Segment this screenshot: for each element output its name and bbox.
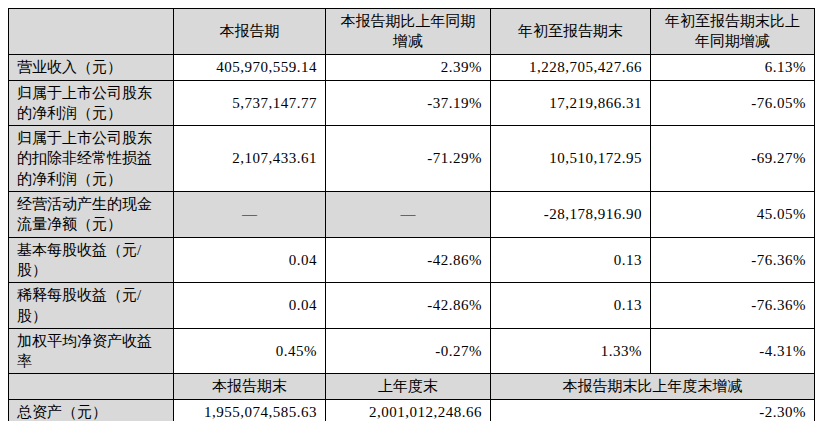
- table-row-diluted-eps: 稀释每股收益（元/股） 0.04 -42.86% 0.13 -76.36%: [9, 283, 815, 329]
- header-corner-cell: [9, 9, 174, 55]
- header-ytd-yoy-change: 年初至报告期末比上年同期增减: [651, 9, 815, 55]
- value-cell: 2,107,433.61: [174, 126, 326, 192]
- header-ytd: 年初至报告期末: [491, 9, 651, 55]
- value-cell: 2,001,012,248.66: [326, 399, 491, 421]
- value-cell: 6.13%: [651, 54, 815, 80]
- row-label-cell: 稀释每股收益（元/股）: [9, 283, 174, 329]
- value-cell: 0.45%: [174, 328, 326, 374]
- row-label-cell: 营业收入（元）: [9, 54, 174, 80]
- value-cell: -76.36%: [651, 237, 815, 283]
- header-end-of-prior-year: 上年度末: [326, 374, 491, 399]
- value-cell: 45.05%: [651, 191, 815, 237]
- value-cell: 1.33%: [491, 328, 651, 374]
- row-label-cell: 总资产（元）: [9, 399, 174, 421]
- value-cell: -76.36%: [651, 283, 815, 329]
- value-cell: -4.31%: [651, 328, 815, 374]
- value-cell: 0.04: [174, 283, 326, 329]
- table-row-operating-cash-flow: 经营活动产生的现金流量净额（元） — — -28,178,916.90 45.0…: [9, 191, 815, 237]
- table-row-operating-revenue: 营业收入（元） 405,970,559.14 2.39% 1,228,705,4…: [9, 54, 815, 80]
- value-cell: 0.13: [491, 237, 651, 283]
- value-cell: 0.13: [491, 283, 651, 329]
- value-cell: 0.04: [174, 237, 326, 283]
- value-cell: -37.19%: [326, 80, 491, 126]
- table-row-net-profit: 归属于上市公司股东的净利润（元） 5,737,147.77 -37.19% 17…: [9, 80, 815, 126]
- row-label-cell: 归属于上市公司股东的扣除非经常性损益的净利润（元）: [9, 126, 174, 192]
- value-cell: 10,510,172.95: [491, 126, 651, 192]
- table-row-weighted-avg-roe: 加权平均净资产收益率 0.45% -0.27% 1.33% -4.31%: [9, 328, 815, 374]
- header-current-period: 本报告期: [174, 9, 326, 55]
- placeholder-dash-cell: —: [326, 191, 491, 237]
- value-cell: -28,178,916.90: [491, 191, 651, 237]
- value-cell: -0.27%: [326, 328, 491, 374]
- placeholder-dash-cell: —: [174, 191, 326, 237]
- row-label-cell: 经营活动产生的现金流量净额（元）: [9, 191, 174, 237]
- value-cell: 17,219,866.31: [491, 80, 651, 126]
- table-row-total-assets: 总资产（元） 1,955,074,585.63 2,001,012,248.66…: [9, 399, 815, 421]
- header-row-yearend: 本报告期末 上年度末 本报告期末比上年度末增减: [9, 374, 815, 399]
- table-row-net-profit-excl-nonrecurring: 归属于上市公司股东的扣除非经常性损益的净利润（元） 2,107,433.61 -…: [9, 126, 815, 192]
- value-cell: 5,737,147.77: [174, 80, 326, 126]
- value-cell: -2.30%: [491, 399, 815, 421]
- header-period-yoy-change: 本报告期比上年同期增减: [326, 9, 491, 55]
- value-cell: 405,970,559.14: [174, 54, 326, 80]
- row-label-cell: 加权平均净资产收益率: [9, 328, 174, 374]
- header-row-period: 本报告期 本报告期比上年同期增减 年初至报告期末 年初至报告期末比上年同期增减: [9, 9, 815, 55]
- table-row-basic-eps: 基本每股收益（元/股） 0.04 -42.86% 0.13 -76.36%: [9, 237, 815, 283]
- header-end-of-period: 本报告期末: [174, 374, 326, 399]
- row-label-cell: 归属于上市公司股东的净利润（元）: [9, 80, 174, 126]
- financial-summary-table: 本报告期 本报告期比上年同期增减 年初至报告期末 年初至报告期末比上年同期增减 …: [8, 8, 815, 421]
- report-page: 本报告期 本报告期比上年同期增减 年初至报告期末 年初至报告期末比上年同期增减 …: [0, 0, 821, 421]
- value-cell: -69.27%: [651, 126, 815, 192]
- value-cell: -76.05%: [651, 80, 815, 126]
- value-cell: 2.39%: [326, 54, 491, 80]
- header-change-vs-prior-yearend: 本报告期末比上年度末增减: [491, 374, 815, 399]
- row-label-cell: 基本每股收益（元/股）: [9, 237, 174, 283]
- header-corner-cell: [9, 374, 174, 399]
- value-cell: 1,228,705,427.66: [491, 54, 651, 80]
- value-cell: -71.29%: [326, 126, 491, 192]
- value-cell: -42.86%: [326, 237, 491, 283]
- value-cell: 1,955,074,585.63: [174, 399, 326, 421]
- value-cell: -42.86%: [326, 283, 491, 329]
